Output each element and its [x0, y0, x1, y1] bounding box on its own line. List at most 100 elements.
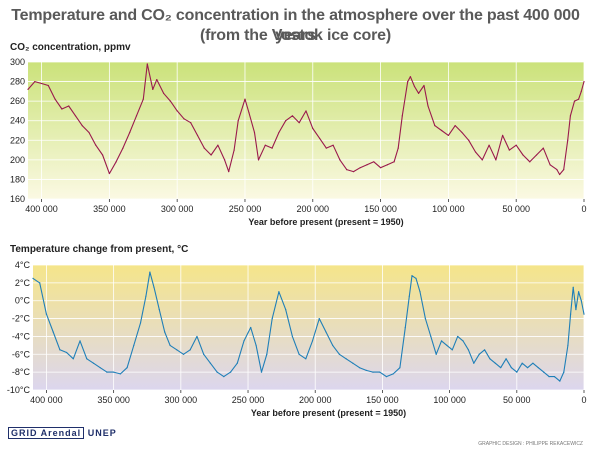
temp-y-tick-label: -4°C: [12, 331, 31, 341]
temp-y-tick-label: -8°C: [12, 367, 31, 377]
co2-x-tick-label: 400 000: [25, 204, 58, 214]
co2-data-point: [535, 154, 538, 156]
temp-data-point: [106, 371, 108, 373]
temp-data-point: [255, 344, 257, 346]
co2-data-point: [346, 169, 348, 171]
temp-data-point: [59, 349, 61, 351]
chart-title: Temperature and CO₂ concentration in the…: [11, 7, 580, 44]
temperature-axis-label: Temperature change from present, °C: [10, 244, 189, 255]
co2-data-point: [244, 98, 246, 100]
temp-data-point: [164, 331, 166, 333]
temp-data-point: [236, 362, 238, 364]
temp-data-point: [521, 362, 523, 364]
co2-data-point: [481, 159, 483, 161]
co2-data-point: [285, 120, 287, 122]
co2-x-tick-label: 250 000: [229, 204, 262, 214]
co2-data-point: [196, 134, 199, 136]
temp-data-point: [489, 358, 491, 360]
co2-data-point: [183, 118, 185, 120]
temp-data-point: [169, 344, 171, 346]
co2-data-point: [325, 147, 327, 149]
temp-x-tick-label: 50 000: [503, 395, 531, 405]
temp-plot-area: [33, 265, 584, 390]
temp-data-point: [176, 349, 178, 351]
co2-data-point: [423, 84, 425, 87]
co2-x-tick-label: 350 000: [93, 204, 126, 214]
temp-data-point: [325, 331, 327, 333]
temp-data-point: [516, 371, 518, 373]
temp-data-point: [500, 367, 502, 369]
temp-data-point: [411, 275, 413, 277]
temp-data-point: [345, 358, 347, 360]
co2-data-point: [373, 161, 375, 163]
co2-data-point: [95, 144, 97, 146]
temp-data-point: [462, 340, 464, 342]
temp-data-point: [408, 295, 410, 297]
co2-data-point: [515, 144, 517, 146]
temp-data-point: [526, 367, 529, 369]
co2-data-point: [447, 134, 449, 136]
temp-data-point: [567, 344, 569, 346]
temp-data-point: [358, 367, 361, 369]
temp-data-point: [32, 277, 34, 279]
co2-data-point: [339, 159, 341, 161]
co2-data-point: [271, 147, 273, 149]
temp-data-point: [79, 340, 81, 342]
co2-data-point: [61, 108, 63, 110]
temp-data-point: [580, 300, 582, 302]
temp-data-point: [399, 367, 401, 369]
grid-arendal-logo: GRID Arendal UNEP: [8, 427, 117, 439]
co2-data-point: [468, 139, 470, 141]
temp-data-point: [182, 353, 185, 355]
temp-data-point: [126, 367, 128, 369]
grid-arendal-logo-text: GRID Arendal: [8, 427, 85, 439]
temp-data-point: [318, 317, 320, 320]
temp-data-point: [537, 367, 539, 369]
design-credit: GRAPHIC DESIGN : PHILIPPE REKACEWICZ: [478, 441, 583, 447]
temp-data-point: [216, 371, 218, 373]
temp-data-point: [311, 340, 314, 342]
co2-data-point: [228, 171, 230, 173]
co2-data-point: [203, 147, 205, 149]
co2-data-point: [577, 98, 580, 100]
co2-y-tick-label: 180: [10, 174, 25, 184]
temp-data-point: [569, 313, 572, 315]
temp-data-point: [92, 362, 95, 364]
temp-data-point: [379, 371, 381, 373]
temp-data-point: [446, 344, 448, 346]
co2-data-point: [434, 125, 436, 127]
co2-data-point: [393, 161, 395, 163]
co2-data-point: [217, 144, 219, 146]
co2-data-point: [224, 159, 226, 161]
temp-data-point: [352, 362, 354, 364]
temp-data-point: [430, 335, 432, 338]
temp-data-point: [505, 358, 507, 360]
co2-x-tick-label: 100 000: [432, 204, 465, 214]
co2-data-point: [332, 144, 334, 146]
temp-data-point: [250, 326, 252, 329]
temp-data-point: [285, 309, 287, 311]
temp-data-point: [52, 331, 54, 333]
co2-data-point: [298, 122, 300, 124]
temp-data-point: [578, 291, 580, 293]
co2-data-point: [366, 164, 368, 166]
temp-data-point: [39, 282, 41, 284]
temp-data-point: [467, 349, 470, 351]
temp-data-point: [149, 271, 151, 273]
temp-data-point: [563, 371, 565, 373]
co2-data-point: [210, 154, 212, 156]
co2-data-point: [409, 76, 412, 78]
temp-data-point: [365, 369, 367, 371]
temp-data-point: [419, 291, 421, 293]
temp-data-point: [260, 371, 263, 373]
co2-data-point: [257, 159, 260, 161]
co2-data-point: [233, 149, 235, 151]
temp-data-point: [385, 376, 388, 378]
co2-x-tick-label: 0: [581, 204, 586, 214]
temp-data-point: [133, 344, 135, 346]
temp-data-point: [440, 340, 443, 342]
co2-data-point: [68, 105, 70, 107]
co2-data-point: [522, 154, 524, 156]
co2-data-point: [542, 147, 544, 149]
temp-data-point: [45, 313, 48, 315]
